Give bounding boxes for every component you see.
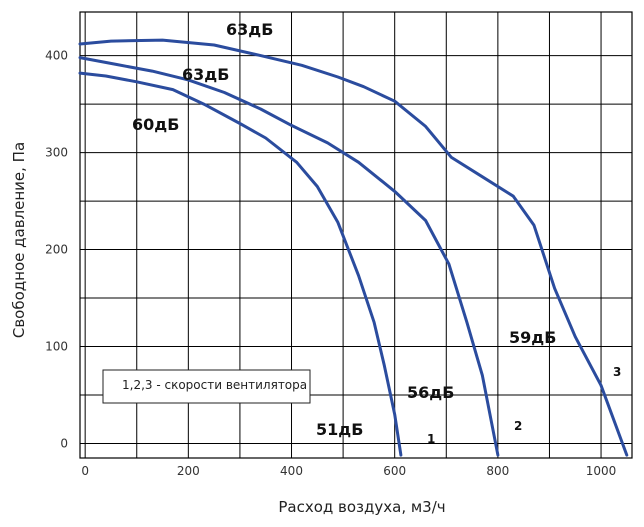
- series-2-noise-top: 63дБ: [182, 65, 229, 84]
- x-axis-title: Расход воздуха, м3/ч: [278, 498, 445, 516]
- y-tick-label: 0: [60, 436, 68, 450]
- y-tick-label: 400: [45, 49, 68, 63]
- tick-labels: 0 200 400 600 800 1000 0 100 200 300 400: [45, 49, 616, 478]
- y-tick-label: 300: [45, 146, 68, 160]
- series-1-noise-top: 60дБ: [132, 115, 179, 134]
- legend-note-text: 1,2,3 - скорости вентилятора: [122, 378, 307, 392]
- series-line-1: [78, 71, 403, 457]
- series-lines: [78, 38, 629, 457]
- x-tick-label: 0: [81, 464, 89, 478]
- series-1-speed-label: 1: [427, 432, 435, 446]
- x-tick-label: 400: [280, 464, 303, 478]
- y-tick-label: 200: [45, 243, 68, 257]
- y-axis-title: Свободное давление, Па: [10, 142, 28, 338]
- x-tick-label: 200: [177, 464, 200, 478]
- series-line-3: [78, 38, 629, 457]
- y-tick-label: 100: [45, 340, 68, 354]
- curve-labels: 60дБ 51дБ 1 63дБ 56дБ 2 63дБ 59дБ 3: [132, 20, 621, 446]
- x-tick-label: 600: [383, 464, 406, 478]
- series-line-2: [78, 56, 500, 457]
- series-1-noise-bottom: 51дБ: [316, 420, 363, 439]
- series-3-speed-label: 3: [613, 365, 621, 379]
- legend-note-box: [102, 369, 311, 404]
- plot-frame: [79, 11, 633, 459]
- series-3-noise-bottom: 59дБ: [509, 328, 556, 347]
- series-2-speed-label: 2: [514, 419, 522, 433]
- legend-note: 1,2,3 - скорости вентилятора: [102, 369, 311, 404]
- series-2-noise-bottom: 56дБ: [407, 383, 454, 402]
- x-tick-label: 1000: [586, 464, 617, 478]
- series-3-noise-top: 63дБ: [226, 20, 273, 39]
- x-tick-label: 800: [486, 464, 509, 478]
